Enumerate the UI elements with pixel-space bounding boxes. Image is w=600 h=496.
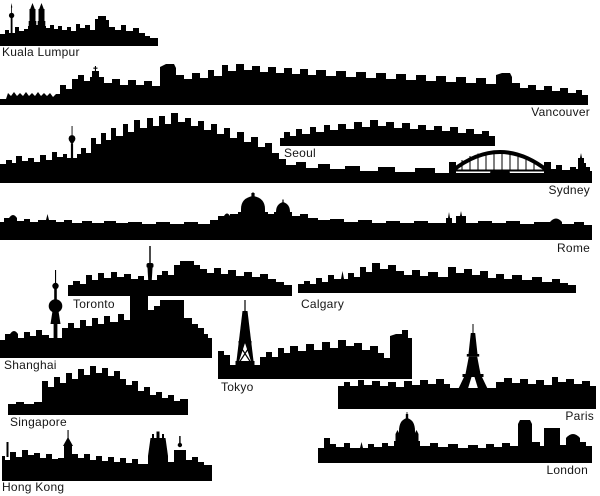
kuala-lumpur-skyline: [0, 3, 158, 46]
paris-label: Paris: [565, 409, 594, 423]
kuala-lumpur-label: Kuala Lumpur: [2, 45, 80, 59]
shanghai-label: Shanghai: [4, 358, 57, 372]
tokyo-skyline: [218, 300, 412, 379]
shanghai-skyline: [0, 270, 212, 358]
singapore-label: Singapore: [10, 415, 67, 429]
seoul-label: Seoul: [284, 146, 316, 160]
rome-label: Rome: [556, 241, 590, 255]
singapore-skyline: [8, 366, 188, 415]
sydney-skyline: [0, 113, 592, 183]
seoul-skyline: [280, 120, 495, 146]
hong-kong-skyline: [2, 430, 212, 481]
hong-kong-label: Hong Kong: [2, 480, 65, 494]
toronto-skyline: [68, 246, 292, 296]
toronto-label: Toronto: [73, 297, 115, 311]
london-label: London: [546, 463, 588, 477]
paris-skyline: [338, 324, 596, 409]
tokyo-label: Tokyo: [221, 380, 254, 394]
sydney-label: Sydney: [548, 183, 590, 197]
vancouver-label: Vancouver: [531, 105, 590, 119]
rome-skyline: [0, 192, 592, 240]
vancouver-skyline: [0, 64, 588, 105]
london-skyline: [318, 412, 592, 463]
calgary-skyline: [298, 263, 576, 293]
calgary-label: Calgary: [301, 297, 345, 311]
